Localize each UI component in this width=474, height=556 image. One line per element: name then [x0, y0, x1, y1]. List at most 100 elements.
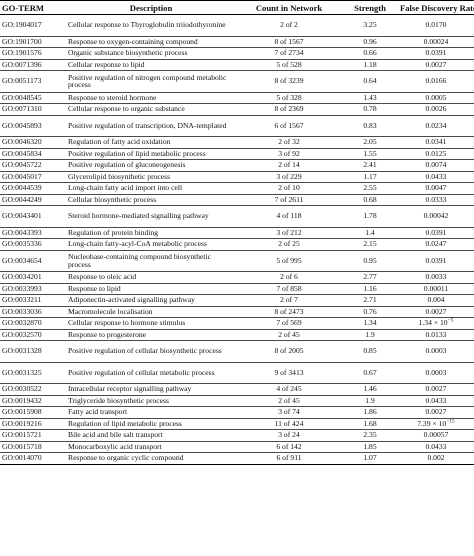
go-id-cell: GO:0043401 [0, 205, 66, 228]
table-row: GO:0071310 Cellular response to organic s… [0, 103, 474, 116]
description-cell: Long-chain fatty-acyl-CoA metabolic proc… [66, 238, 236, 251]
go-id-cell: GO:0045017 [0, 171, 66, 183]
strength-cell: 1.55 [342, 148, 398, 160]
description-cell: Bile acid and bile salt transport [66, 429, 236, 442]
header-strength: Strength [342, 0, 398, 15]
go-id-cell: GO:0044539 [0, 182, 66, 195]
strength-cell: 1.16 [342, 283, 398, 295]
count-cell: 6 of 911 [236, 452, 342, 465]
description-cell: Organic substance biosynthetic process [66, 47, 236, 60]
count-cell: 2 of 7 [236, 294, 342, 307]
fdr-cell: 0.0234 [398, 115, 474, 137]
count-cell: 2 of 32 [236, 136, 342, 149]
description-cell: Triglyceride biosynthetic process [66, 395, 236, 407]
strength-cell: 1.85 [342, 441, 398, 453]
count-cell: 2 of 45 [236, 329, 342, 341]
fdr-cell: 0.0391 [398, 250, 474, 272]
go-id-cell: GO:0033036 [0, 306, 66, 318]
count-cell: 5 of 328 [236, 92, 342, 104]
fdr-cell: 0.0125 [398, 148, 474, 160]
go-id-cell: GO:0071310 [0, 103, 66, 116]
table-row: GO:0045893 Positive regulation of transcr… [0, 115, 474, 137]
fdr-cell: 0.0027 [398, 306, 474, 318]
description-cell: Response to oxygen-containing compound [66, 36, 236, 48]
strength-cell: 1.07 [342, 452, 398, 465]
fdr-cell: 0.0391 [398, 47, 474, 60]
description-cell: Positive regulation of gluconeogenesis [66, 159, 236, 172]
count-cell: 3 of 74 [236, 406, 342, 419]
strength-cell: 1.9 [342, 395, 398, 407]
go-id-cell: GO:1904017 [0, 14, 66, 37]
count-cell: 9 of 3413 [236, 362, 342, 384]
fdr-cell: 0.0026 [398, 103, 474, 116]
go-enrichment-table: GO-TERM Description Count in Network Str… [0, 0, 474, 465]
description-cell: Nucleobase-containing compound biosynthe… [66, 250, 236, 272]
table-row: GO:0031325 Positive regulation of cellula… [0, 362, 474, 384]
go-id-cell: GO:0045834 [0, 148, 66, 160]
description-cell: Response to progesterone [66, 329, 236, 341]
table-row: GO:0035336 Long-chain fatty-acyl-CoA meta… [0, 238, 474, 251]
go-id-cell: GO:1901700 [0, 36, 66, 48]
fdr-cell: 0.0133 [398, 329, 474, 341]
strength-cell: 0.83 [342, 115, 398, 137]
count-cell: 8 of 1567 [236, 36, 342, 48]
fdr-cell: 0.0170 [398, 14, 474, 37]
fdr-cell: 0.0074 [398, 159, 474, 172]
strength-cell: 1.78 [342, 205, 398, 228]
strength-cell: 1.68 [342, 418, 398, 430]
table-row: GO:0033993 Response to lipid 7 of 858 1.16 0… [0, 283, 474, 295]
count-cell: 2 of 14 [236, 159, 342, 172]
count-cell: 8 of 3239 [236, 70, 342, 93]
table-row: GO:0030522 Intracellular receptor signall… [0, 383, 474, 396]
count-cell: 2 of 2 [236, 14, 342, 37]
count-cell: 7 of 2611 [236, 194, 342, 206]
count-cell: 6 of 1567 [236, 115, 342, 137]
fdr-cell: 0.0341 [398, 136, 474, 149]
fdr-cell: 0.00042 [398, 205, 474, 228]
table-body: GO:1904017 Cellular response to Thyroglob… [0, 14, 474, 465]
fdr-cell: 0.0003 [398, 340, 474, 363]
fdr-cell: 0.0433 [398, 171, 474, 183]
go-id-cell: GO:0048545 [0, 92, 66, 104]
count-cell: 7 of 858 [236, 283, 342, 295]
description-cell: Cellular response to organic substance [66, 103, 236, 116]
table-row: GO:0043393 Regulation of protein binding 3… [0, 227, 474, 239]
table-row: GO:0051173 Positive regulation of nitroge… [0, 70, 474, 93]
fdr-cell: 0.00057 [398, 429, 474, 442]
go-id-cell: GO:0034201 [0, 271, 66, 284]
description-cell: Regulation of lipid metabolic process [66, 418, 236, 430]
strength-cell: 0.78 [342, 103, 398, 116]
go-id-cell: GO:0035336 [0, 238, 66, 251]
description-cell: Response to organic cyclic compound [66, 452, 236, 465]
count-cell: 8 of 2473 [236, 306, 342, 318]
fdr-mantissa: 7.39 × 10 [417, 418, 447, 428]
description-cell: Positive regulation of lipid metabolic p… [66, 148, 236, 160]
count-cell: 7 of 569 [236, 317, 342, 330]
fdr-cell: 0.0247 [398, 238, 474, 251]
fdr-cell: 0.0433 [398, 441, 474, 453]
count-cell: 2 of 10 [236, 182, 342, 195]
strength-cell: 1.18 [342, 59, 398, 71]
count-cell: 2 of 25 [236, 238, 342, 251]
description-cell: Response to oleic acid [66, 271, 236, 284]
count-cell: 2 of 6 [236, 271, 342, 284]
count-cell: 8 of 2369 [236, 103, 342, 116]
strength-cell: 0.66 [342, 47, 398, 60]
header-description: Description [66, 0, 236, 15]
fdr-cell: 0.0047 [398, 182, 474, 195]
strength-cell: 2.77 [342, 271, 398, 284]
go-id-cell: GO:0031328 [0, 340, 66, 363]
strength-cell: 1.46 [342, 383, 398, 396]
header-go-term: GO-TERM [0, 0, 66, 15]
go-id-cell: GO:0019432 [0, 395, 66, 407]
fdr-cell: 0.0433 [398, 395, 474, 407]
description-cell: Regulation of fatty acid oxidation [66, 136, 236, 149]
go-id-cell: GO:0045893 [0, 115, 66, 137]
count-cell: 2 of 45 [236, 395, 342, 407]
go-id-cell: GO:0015721 [0, 429, 66, 442]
description-cell: Positive regulation of transcription, DN… [66, 115, 236, 137]
go-id-cell: GO:0051173 [0, 70, 66, 93]
strength-cell: 2.05 [342, 136, 398, 149]
strength-cell: 0.76 [342, 306, 398, 318]
fdr-cell: 0.0033 [398, 271, 474, 284]
